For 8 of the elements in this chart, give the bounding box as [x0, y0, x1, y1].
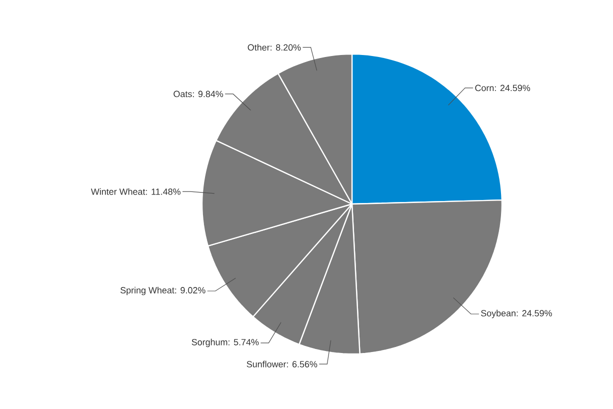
slice-label: Soybean: 24.59% — [481, 310, 552, 318]
slice-label: Oats: 9.84% — [174, 90, 224, 98]
slice-label: Corn: 24.59% — [475, 84, 530, 92]
slice-label: Other: 8.20% — [248, 44, 301, 51]
slice-label: Sunflower: 6.56% — [246, 360, 318, 368]
slice-label: Winter Wheat: 11.48% — [90, 188, 180, 195]
slice-label: Sorghum: 5.74% — [192, 338, 259, 348]
slice-label: Spring Wheat: 9.02% — [120, 286, 206, 296]
